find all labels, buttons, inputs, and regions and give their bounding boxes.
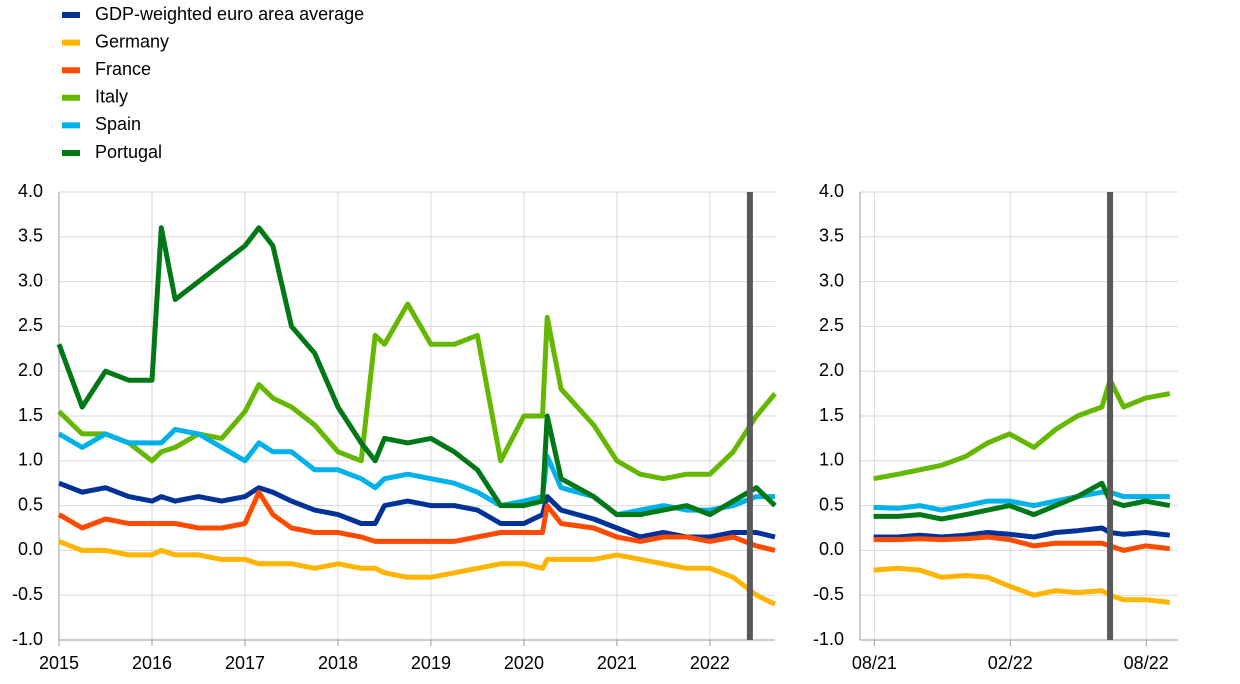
series-line [873, 565, 1171, 605]
series-line [57, 489, 776, 553]
y-tick-label: 1.0 [819, 450, 844, 470]
x-tick-label: 08/21 [852, 653, 897, 673]
series-line [873, 377, 1171, 482]
y-tick-label: 0.0 [819, 539, 844, 559]
y-tick-label: 2.0 [819, 360, 844, 380]
legend-label: GDP-weighted euro area average [95, 4, 364, 24]
x-tick-label: 02/22 [988, 653, 1033, 673]
legend-label: Germany [95, 31, 169, 51]
y-tick-label: 3.5 [819, 226, 844, 246]
y-tick-label: -1.0 [813, 629, 844, 649]
legend-label: Portugal [95, 142, 162, 162]
y-tick-label: 4.0 [819, 181, 844, 201]
x-tick-label: 2019 [411, 653, 451, 673]
y-tick-label: -0.5 [813, 584, 844, 604]
legend-label: Spain [95, 114, 141, 134]
y-tick-label: 0.5 [18, 494, 43, 514]
series-line [57, 426, 775, 518]
x-tick-label: 2021 [597, 653, 637, 673]
series-line [873, 480, 1171, 522]
series-line [58, 480, 776, 540]
x-tick-label: 2022 [690, 653, 730, 673]
y-tick-label: -0.5 [12, 584, 43, 604]
legend-label: France [95, 59, 151, 79]
y-tick-label: 4.0 [18, 181, 43, 201]
x-tick-label: 2015 [39, 653, 79, 673]
x-tick-label: 2018 [318, 653, 358, 673]
legend-label: Italy [95, 87, 128, 107]
y-tick-label: 3.0 [18, 270, 43, 290]
y-tick-label: 3.5 [18, 226, 43, 246]
x-tick-label: 08/22 [1124, 653, 1169, 673]
series-line [56, 225, 777, 518]
y-tick-label: 2.5 [819, 315, 844, 335]
y-tick-label: 2.5 [18, 315, 43, 335]
y-tick-label: 2.0 [18, 360, 43, 380]
series-line [58, 539, 777, 607]
y-tick-label: 3.0 [819, 270, 844, 290]
y-tick-label: 0.5 [819, 494, 844, 514]
x-tick-label: 2016 [132, 653, 172, 673]
series-line [873, 525, 1171, 540]
y-tick-label: 1.0 [18, 450, 43, 470]
x-tick-label: 2020 [504, 653, 544, 673]
series-line [873, 534, 1171, 553]
series-line [57, 301, 777, 482]
y-tick-label: 1.5 [819, 405, 844, 425]
x-tick-label: 2017 [225, 653, 265, 673]
series-line [873, 489, 1170, 513]
y-tick-label: -1.0 [12, 629, 43, 649]
y-tick-label: 1.5 [18, 405, 43, 425]
y-tick-label: 0.0 [18, 539, 43, 559]
